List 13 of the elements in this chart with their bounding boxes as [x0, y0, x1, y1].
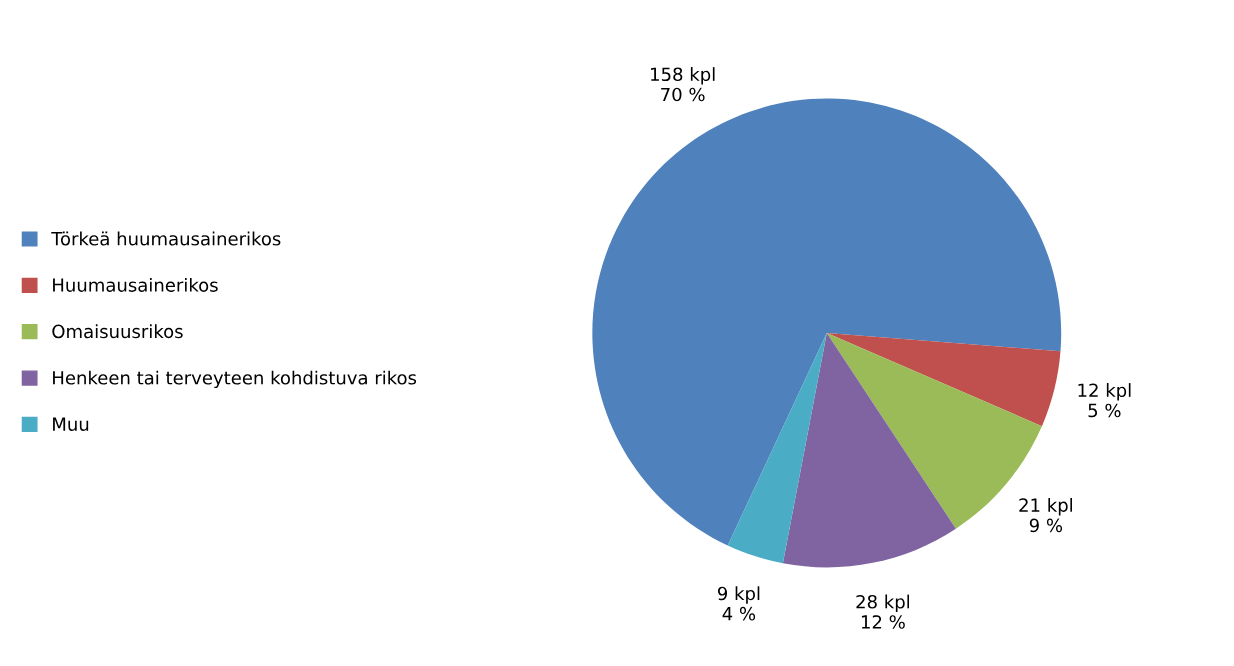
legend-label: Törkeä huumausainerikos	[51, 231, 281, 246]
data-label: 9 kpl 4 %	[717, 586, 760, 621]
legend-label: Muu	[53, 417, 89, 431]
pie-slice	[826, 333, 1061, 427]
legend-label: Huumausainerikos	[53, 277, 218, 292]
legend-label: Henkeen tai terveyteen kohdistuva rikos	[53, 370, 417, 389]
pie-slice	[782, 333, 956, 568]
legend-label: Omaisuusrikos	[52, 324, 183, 339]
data-label: 158 kpl 70 %	[651, 67, 715, 102]
data-label: 21 kpl 9 %	[1019, 498, 1073, 533]
pie-slice	[727, 333, 827, 564]
data-label: 12 kpl 5 %	[1078, 383, 1131, 418]
data-label: 28 kpl 12 %	[856, 594, 910, 629]
